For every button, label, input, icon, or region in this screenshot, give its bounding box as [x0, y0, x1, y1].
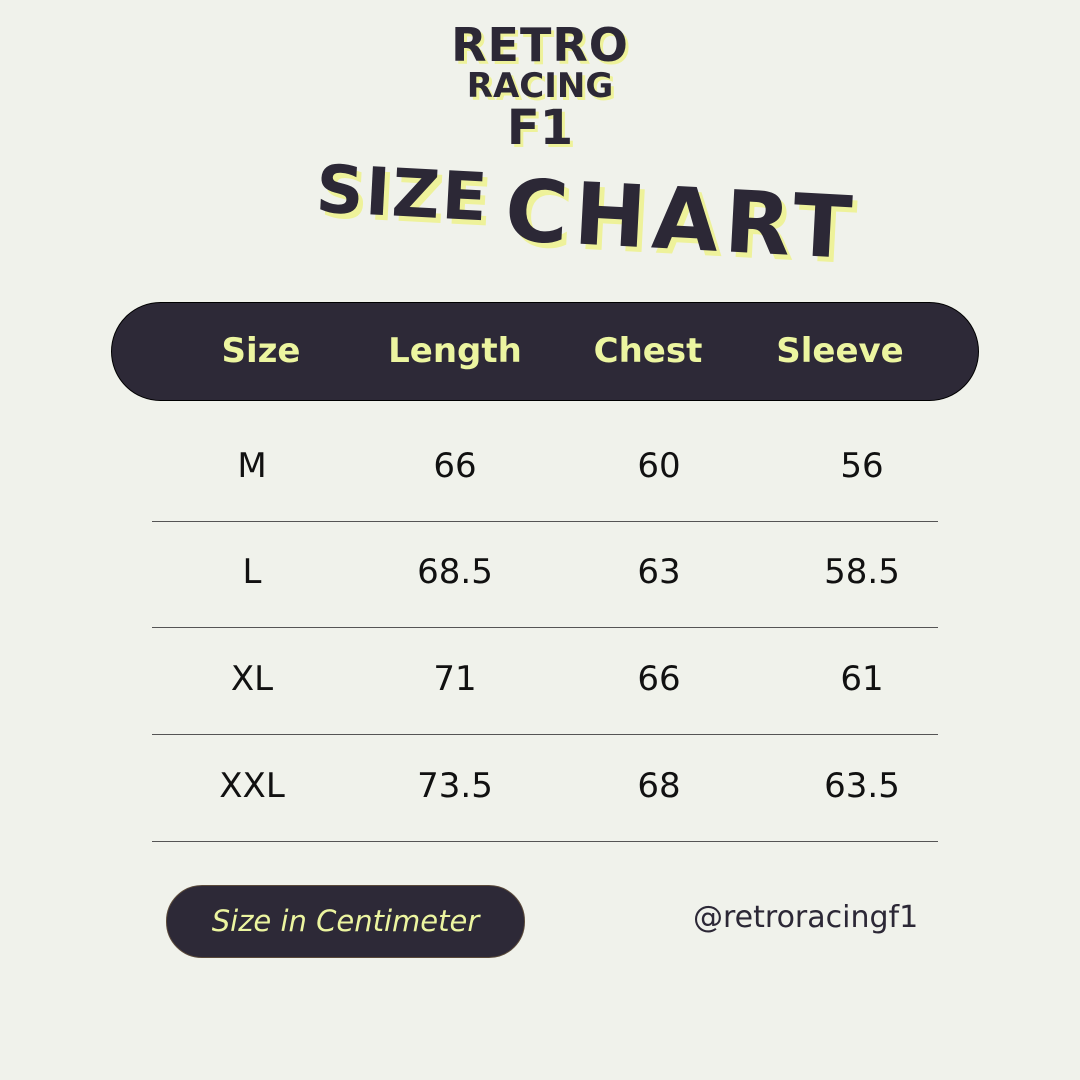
table-cell: 63	[637, 552, 681, 592]
table-cell: XXL	[219, 765, 285, 806]
logo-retro: RETRO	[451, 18, 629, 72]
table-cell: 63.5	[824, 765, 900, 806]
table-cell: 61	[840, 658, 884, 699]
table-row: XL 71 66 61	[152, 627, 938, 735]
table-row: L 68.5 63 58.5	[152, 521, 938, 628]
table-cell: M	[237, 446, 267, 486]
header-size: Size	[221, 331, 301, 371]
table-cell: 58.5	[824, 552, 900, 592]
table-cell: 56	[840, 446, 884, 486]
table-cell: 71	[433, 658, 477, 699]
table-cell: 68	[637, 765, 681, 806]
table-header: Size Length Chest Sleeve	[111, 302, 979, 401]
social-handle: @retroracingf1	[693, 900, 919, 935]
table-cell: 60	[637, 446, 681, 486]
title-size: SIZE	[314, 150, 491, 237]
logo-f1: F1	[506, 100, 574, 156]
unit-note-badge: Size in Centimeter	[166, 885, 525, 958]
title-chart: CHART	[502, 160, 861, 280]
table-cell: 73.5	[417, 765, 493, 806]
header-chest: Chest	[593, 331, 703, 371]
table-cell: XL	[230, 658, 274, 699]
table-cell: 66	[433, 446, 477, 486]
table-cell: 66	[637, 658, 681, 699]
table-cell: 68.5	[417, 552, 493, 592]
header-length: Length	[388, 331, 522, 371]
logo-racing: RACING	[466, 66, 614, 106]
header-sleeve: Sleeve	[776, 331, 904, 371]
table-cell: L	[242, 552, 262, 592]
table-row: XXL 73.5 68 63.5	[152, 734, 938, 842]
table-row: M 66 60 56	[152, 415, 938, 522]
